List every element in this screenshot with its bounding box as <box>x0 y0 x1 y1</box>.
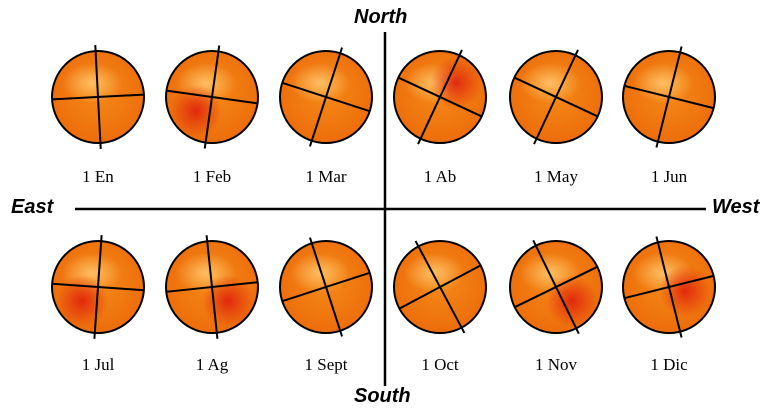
sun-axis-cross <box>166 235 258 339</box>
sun-axis-cross <box>624 236 714 338</box>
sun-axis-cross <box>397 49 483 145</box>
sun-disk: 1 Feb <box>165 45 259 186</box>
sun-axis-cross <box>398 240 482 334</box>
sun-axis-cross <box>514 239 598 335</box>
east-label: East <box>11 196 54 218</box>
sun-date-label: 1 Oct <box>421 355 459 374</box>
sun-disk: 1 Jul <box>51 235 145 374</box>
sun-date-label: 1 Sept <box>305 355 348 374</box>
sun-axis-cross <box>281 237 371 337</box>
sun-date-label: 1 Ag <box>196 355 229 374</box>
sun-disk: 1 Nov <box>509 239 603 374</box>
sun-date-label: 1 Jun <box>651 167 688 186</box>
sun-disk: 1 Jun <box>622 46 716 186</box>
sun-axis-cross <box>513 49 599 145</box>
west-label: West <box>712 196 760 218</box>
sun-disk: 1 May <box>509 49 603 186</box>
sun-axis-cross <box>281 47 371 147</box>
sun-axis-cross <box>52 45 144 149</box>
sun-disk: 1 Ag <box>165 235 259 374</box>
sun-disk: 1 Ab <box>393 49 487 186</box>
sun-axis-cross <box>624 46 714 148</box>
sun-disk: 1 Sept <box>279 237 373 374</box>
sun-disk: 1 En <box>51 45 145 186</box>
sun-date-label: 1 Dic <box>650 355 688 374</box>
suns-group: 1 En 1 Feb 1 Mar 1 Ab 1 May 1 Jun 1 Jul 1 Ag 1 S… <box>51 45 716 374</box>
sun-date-label: 1 En <box>82 167 114 186</box>
sun-date-label: 1 May <box>534 167 578 186</box>
south-label: South <box>354 385 411 407</box>
sun-date-label: 1 Ab <box>424 167 457 186</box>
north-label: North <box>354 6 408 28</box>
sun-date-label: 1 Feb <box>193 167 231 186</box>
sun-axis-cross <box>52 235 144 339</box>
sun-date-label: 1 Mar <box>305 167 346 186</box>
sun-axis-cross <box>166 45 258 149</box>
sun-disk: 1 Mar <box>279 47 373 186</box>
sun-date-label: 1 Jul <box>82 355 115 374</box>
sun-date-label: 1 Nov <box>535 355 578 374</box>
sun-disk: 1 Oct <box>393 240 487 374</box>
sun-disk: 1 Dic <box>622 236 716 374</box>
